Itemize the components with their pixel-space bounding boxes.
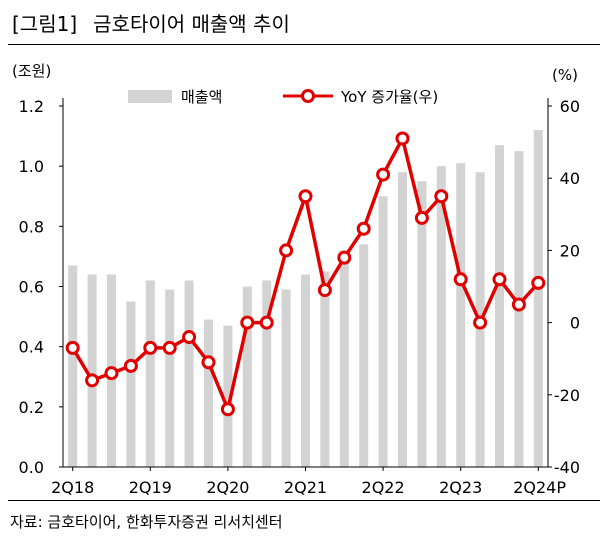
yoy-point-4Q23 xyxy=(492,272,507,287)
right-axis-ticks: -40 -20 0 20 40 60 xyxy=(548,97,580,477)
x-tick-label-2Q22: 2Q22 xyxy=(362,478,405,497)
left-tick-label-0.6: 0.6 xyxy=(19,278,44,297)
bar-3Q20 xyxy=(242,286,252,467)
legend-bar-swatch xyxy=(128,90,172,103)
bar-3Q18 xyxy=(87,274,97,467)
yoy-point-2Q23 xyxy=(453,272,468,287)
source-rule xyxy=(8,500,600,501)
figure-label: [그림1] xyxy=(12,12,78,36)
yoy-point-1Q21 xyxy=(279,243,294,258)
bar-3Q19 xyxy=(165,289,175,467)
legend: 매출액 YoY 증가율(우) xyxy=(128,88,438,106)
yoy-point-1Q24 xyxy=(511,297,526,312)
left-tick-label-0.4: 0.4 xyxy=(19,338,44,357)
right-axis-unit-label: (%) xyxy=(552,66,578,84)
bar-1Q21 xyxy=(281,289,291,467)
bar-1Q20 xyxy=(204,319,213,467)
bar-3Q22 xyxy=(398,172,407,467)
yoy-point-3Q18 xyxy=(85,373,100,388)
right-tick-label-0: 0 xyxy=(570,314,580,333)
yoy-point-3Q22 xyxy=(395,131,410,146)
right-tick-label-20: 20 xyxy=(560,241,580,260)
yoy-point-4Q20 xyxy=(259,315,274,330)
left-axis-unit-label: (조원) xyxy=(12,62,51,80)
bar-4Q22 xyxy=(417,181,427,468)
title-rule xyxy=(8,44,600,45)
yoy-point-4Q18 xyxy=(104,366,119,381)
bar-2Q18 xyxy=(68,265,78,467)
bar-4Q20 xyxy=(262,280,272,467)
yoy-point-2Q20 xyxy=(220,402,235,417)
yoy-point-2Q22 xyxy=(376,167,391,182)
yoy-points xyxy=(65,131,546,417)
legend-line-label: YoY 증가율(우) xyxy=(340,88,438,106)
x-axis-ticks: 2Q18 2Q19 2Q20 2Q21 2Q22 2Q23 2Q24P xyxy=(51,467,566,497)
bar-4Q19 xyxy=(184,280,194,467)
yoy-point-1Q19 xyxy=(123,358,138,373)
yoy-point-3Q19 xyxy=(162,340,177,355)
right-tick-label-40: 40 xyxy=(560,169,580,188)
yoy-point-1Q23 xyxy=(434,189,449,204)
bar-2Q19 xyxy=(145,280,155,467)
yoy-point-4Q21 xyxy=(337,250,352,265)
yoy-point-3Q20 xyxy=(240,315,255,330)
bar-series xyxy=(68,130,543,468)
yoy-point-2Q18 xyxy=(65,340,80,355)
bar-2Q21 xyxy=(301,274,310,467)
bar-2Q23 xyxy=(456,163,466,468)
x-tick-label-2Q21: 2Q21 xyxy=(284,478,327,497)
left-tick-label-0.0: 0.0 xyxy=(19,458,44,477)
source-note: 자료: 금호타이어, 한화투자증권 리서치센터 xyxy=(10,513,283,531)
left-tick-label-0.2: 0.2 xyxy=(19,398,44,417)
x-tick-label-2Q24P: 2Q24P xyxy=(513,478,566,497)
legend-bar-label: 매출액 xyxy=(181,88,222,106)
bar-1Q22 xyxy=(359,244,369,467)
x-tick-label-2Q23: 2Q23 xyxy=(439,478,482,497)
x-tick-label-2Q18: 2Q18 xyxy=(51,478,94,497)
combo-chart: (조원) (%) 매출액 YoY 증가율(우) 0.0 0.2 0.4 0.6 0.8 1… xyxy=(12,62,580,497)
left-tick-label-1.2: 1.2 xyxy=(19,97,44,116)
bar-4Q23 xyxy=(495,145,504,467)
yoy-point-3Q23 xyxy=(473,315,488,330)
bar-1Q23 xyxy=(436,166,446,467)
right-tick-label--40: -40 xyxy=(554,458,580,477)
yoy-point-2Q24P xyxy=(531,275,546,290)
left-tick-label-0.8: 0.8 xyxy=(19,217,44,236)
x-tick-label-2Q20: 2Q20 xyxy=(206,478,249,497)
figure-title: 금호타이어 매출액 추이 xyxy=(93,12,290,36)
bar-2Q24P xyxy=(533,130,543,468)
left-axis-ticks: 0.0 0.2 0.4 0.6 0.8 1.0 1.2 xyxy=(19,97,63,477)
yoy-point-3Q21 xyxy=(317,283,332,298)
yoy-point-1Q22 xyxy=(356,221,371,236)
right-tick-label-60: 60 xyxy=(560,97,580,116)
bar-4Q21 xyxy=(339,250,349,467)
bar-2Q22 xyxy=(378,196,388,467)
yoy-point-4Q22 xyxy=(414,210,429,225)
yoy-point-2Q21 xyxy=(298,189,313,204)
line-series xyxy=(65,131,546,417)
figure-title-row: [그림1] 금호타이어 매출액 추이 xyxy=(12,8,290,37)
bar-1Q19 xyxy=(126,301,136,467)
left-tick-label-1.0: 1.0 xyxy=(19,157,44,176)
right-tick-label--20: -20 xyxy=(554,386,580,405)
bar-3Q21 xyxy=(320,271,330,467)
yoy-point-2Q19 xyxy=(143,340,158,355)
legend-line-marker xyxy=(301,89,315,103)
yoy-point-4Q19 xyxy=(182,330,197,345)
bar-2Q20 xyxy=(223,325,233,467)
yoy-point-1Q20 xyxy=(201,355,216,370)
x-tick-label-2Q19: 2Q19 xyxy=(129,478,172,497)
